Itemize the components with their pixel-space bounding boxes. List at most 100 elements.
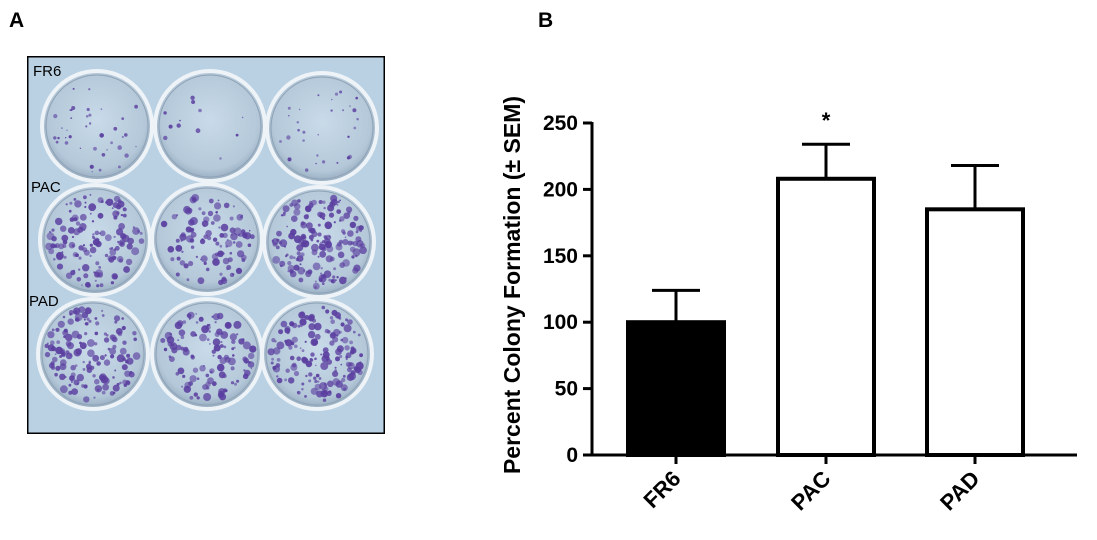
colony-dot (68, 383, 72, 387)
colony-dot (86, 283, 91, 288)
colony-dot (101, 314, 105, 317)
colony-dot (334, 369, 337, 372)
colony-dot (70, 381, 73, 383)
colony-dot (67, 227, 75, 234)
colony-dot (120, 213, 124, 217)
colony-dot (121, 234, 130, 243)
colony-dot (99, 232, 101, 235)
colony-dot (346, 156, 351, 160)
colony-dot (70, 364, 76, 371)
colony-dot (60, 385, 68, 394)
colony-dot (177, 339, 180, 341)
colony-dot (208, 198, 214, 204)
colony-dot (232, 205, 235, 208)
colony-dot (111, 273, 118, 280)
colony-dot (63, 255, 67, 259)
colony-dot (319, 215, 322, 218)
colony-dot (296, 391, 299, 394)
colony-dot (189, 238, 195, 243)
colony-dot (94, 378, 100, 385)
colony-dot (94, 385, 103, 393)
colony-dot (360, 243, 366, 249)
colony-dot (321, 305, 326, 310)
colony-dot (322, 282, 325, 285)
colony-dot (100, 108, 103, 111)
colony-dot (284, 378, 287, 382)
colony-dot (340, 384, 348, 392)
colony-dot (324, 221, 333, 230)
colony-dot (118, 165, 121, 169)
colony-dot (84, 332, 88, 336)
colony-dot (85, 125, 88, 128)
colony-dot (169, 356, 175, 362)
colony-dot (324, 240, 332, 249)
colony-dot (82, 264, 90, 272)
colony-dot (47, 331, 55, 339)
colony-dot (302, 130, 306, 134)
colony-dot (112, 202, 119, 209)
colony-dot (215, 252, 219, 257)
colony-dot (65, 352, 73, 360)
colony-dot (75, 221, 81, 226)
colony-dot (302, 235, 305, 239)
colony-dot (118, 223, 125, 230)
colony-dot (163, 135, 168, 141)
colony-dot (327, 204, 335, 212)
colony-dot (293, 208, 301, 216)
colony-dot (317, 380, 320, 383)
colony-dot (99, 230, 106, 237)
y-axis-title: Percent Colony Formation (± SEM) (499, 96, 525, 474)
colony-dot (311, 243, 319, 252)
colony-dot (272, 365, 281, 373)
colony-dot (236, 214, 244, 221)
colony-dot (191, 100, 196, 104)
colony-dot (337, 200, 340, 204)
colony-dot (286, 135, 291, 140)
colony-dot (226, 268, 229, 271)
colony-dot (235, 267, 243, 274)
colony-dot (324, 384, 327, 387)
colony-dot (312, 262, 321, 271)
colony-dot (69, 109, 71, 111)
colony-dot (63, 335, 66, 339)
colony-dot (112, 344, 117, 349)
colony-dot (132, 331, 137, 336)
colony-dot (315, 162, 317, 165)
colony-dot (221, 332, 224, 335)
colony-dot (82, 360, 85, 364)
colony-dot (341, 336, 349, 344)
colony-dot (271, 338, 276, 343)
colony-dot (346, 373, 354, 381)
colony-dot (72, 307, 81, 315)
colony-dot (117, 145, 122, 150)
colony-dot (55, 327, 60, 332)
colony-dot (132, 352, 141, 360)
colony-dot (203, 365, 205, 367)
colony-dot (286, 225, 289, 228)
colony-dot (88, 319, 92, 323)
colony-dot (69, 201, 73, 205)
colony-dot (307, 269, 313, 275)
colony-dot (339, 90, 343, 94)
colony-dot (214, 321, 217, 324)
colony-dot (72, 87, 75, 90)
colony-dot (322, 347, 329, 353)
colony-dot (318, 377, 322, 380)
colony-dot (112, 210, 120, 218)
colony-dot (210, 221, 215, 225)
colony-dot (196, 377, 200, 381)
colony-dot (60, 359, 67, 366)
colony-dot (74, 200, 82, 208)
colony-dot (195, 321, 199, 324)
colony-dot (121, 117, 125, 120)
colony-dot (241, 116, 244, 119)
colony-dot (282, 205, 290, 213)
colony-dot (233, 227, 242, 236)
colony-dot (137, 229, 140, 233)
colony-dot (291, 362, 297, 368)
colony-dot (88, 113, 92, 117)
colony-dot (231, 347, 235, 351)
colony-dot (92, 236, 96, 240)
colony-dot (65, 137, 67, 139)
colony-dot (333, 267, 337, 271)
